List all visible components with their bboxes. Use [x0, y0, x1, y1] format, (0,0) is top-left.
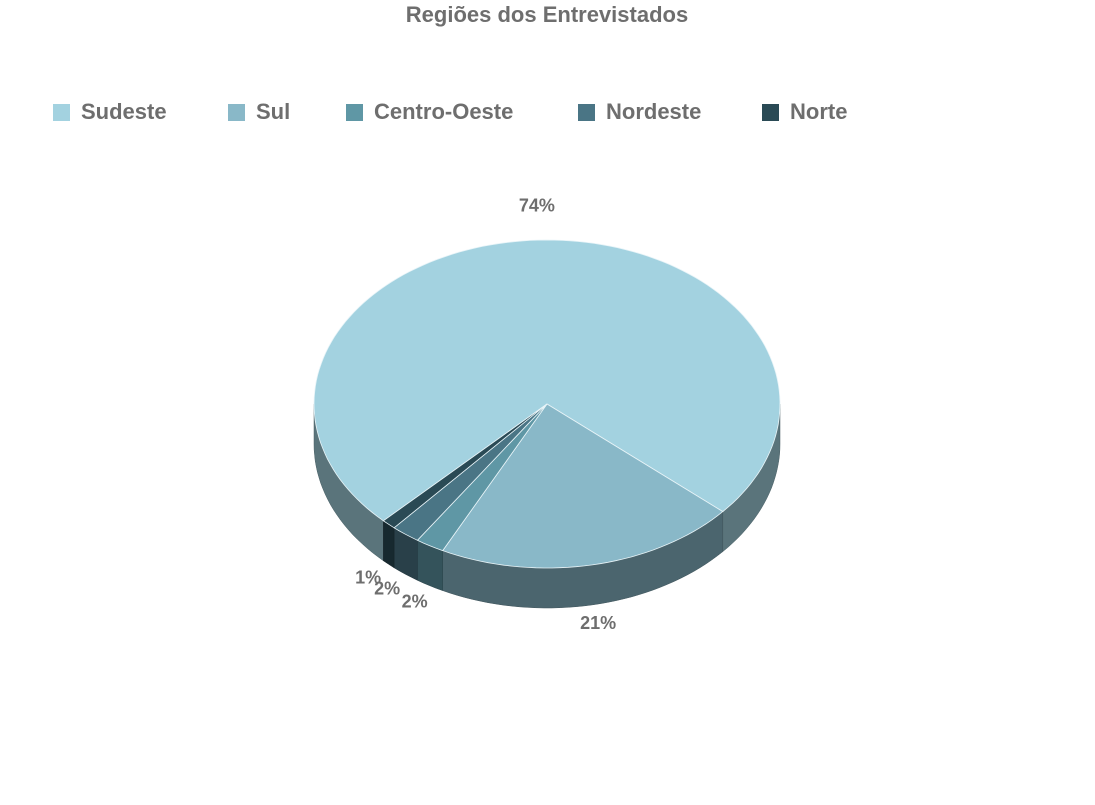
data-label: 2%: [402, 591, 428, 611]
data-label: 74%: [519, 195, 555, 215]
legend-swatch: [228, 104, 245, 121]
legend-label: Norte: [790, 99, 847, 124]
slice-side: [383, 520, 395, 569]
data-label: 21%: [580, 613, 616, 633]
slice: [313, 239, 781, 522]
legend-label: Sudeste: [81, 99, 167, 124]
chart-title: Regiões dos Entrevistados: [406, 2, 688, 27]
slice: [382, 403, 548, 529]
legend-label: Nordeste: [606, 99, 701, 124]
data-label: 1%: [355, 568, 381, 588]
legend-swatch: [346, 104, 363, 121]
legend-swatch: [762, 104, 779, 121]
legend-label: Sul: [256, 99, 290, 124]
legend-swatch: [578, 104, 595, 121]
legend-swatch: [53, 104, 70, 121]
data-label: 2%: [374, 579, 400, 599]
legend-label: Centro-Oeste: [374, 99, 513, 124]
slice: [442, 403, 724, 569]
